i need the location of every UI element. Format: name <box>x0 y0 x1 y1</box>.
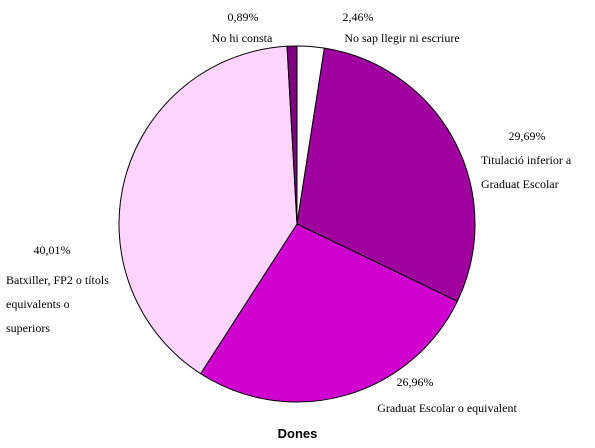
pie-slice <box>296 47 476 302</box>
value-label: 40,01% <box>33 243 71 257</box>
pie-slice <box>199 223 459 403</box>
value-label: 26,96% <box>396 375 434 389</box>
category-label: No hi consta <box>211 31 273 45</box>
category-label: Batxiller, FP2 o títols equivalents o su… <box>6 273 109 335</box>
category-label: Graduat Escolar o equivalent <box>377 401 517 415</box>
category-label: No sap llegir ni escriure <box>344 31 460 45</box>
value-label: 0,89% <box>227 10 259 24</box>
chart-title: Dones <box>277 426 318 441</box>
value-label: 2,46% <box>342 10 374 24</box>
category-label: Titulació inferior a Graduat Escolar <box>481 153 572 191</box>
value-label: 29,69% <box>508 129 546 143</box>
pie-slice <box>118 45 298 375</box>
pie-slice <box>286 45 298 225</box>
